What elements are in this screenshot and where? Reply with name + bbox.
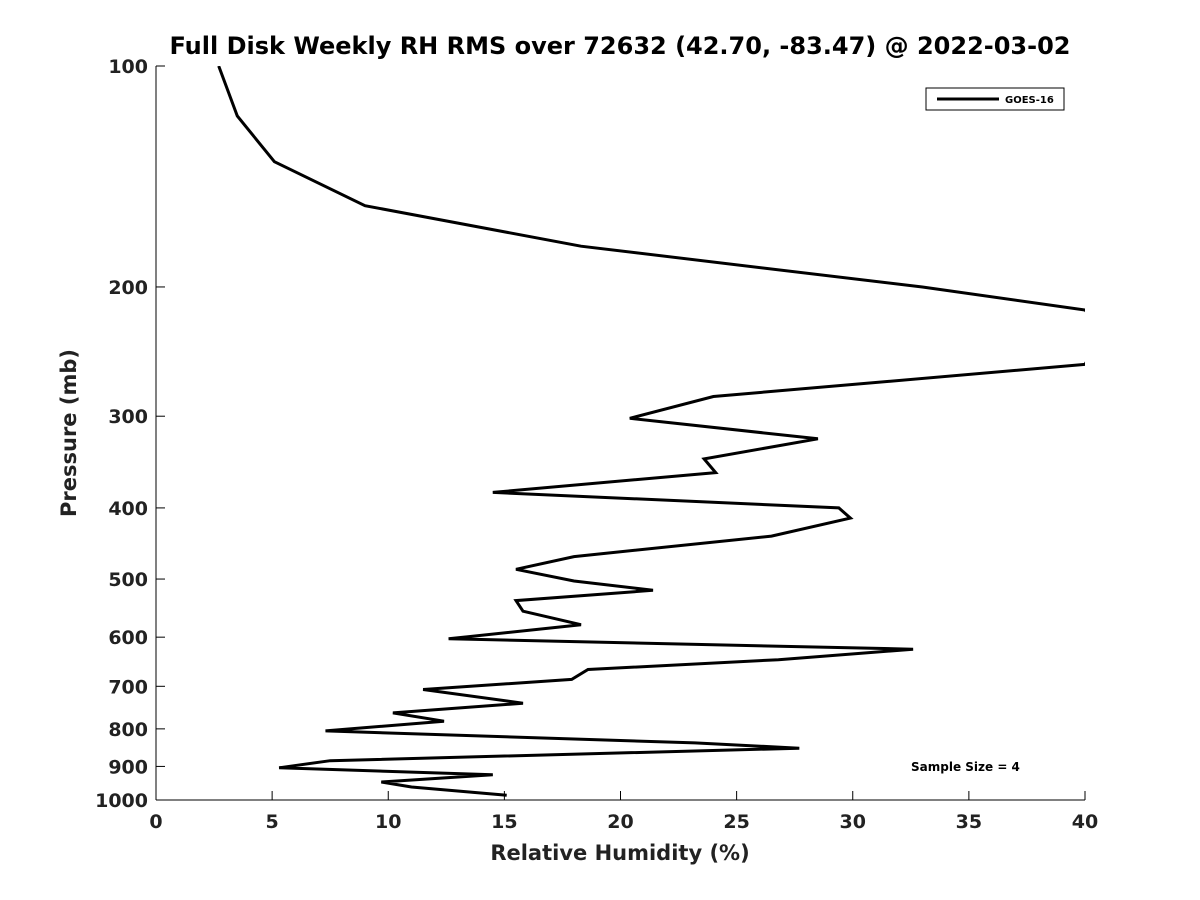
series-line-goes-16 xyxy=(217,66,1085,797)
y-tick-label: 900 xyxy=(108,756,148,778)
y-tick-label: 800 xyxy=(108,719,148,741)
y-tick-label: 1000 xyxy=(95,790,148,812)
y-tick-label: 200 xyxy=(108,277,148,299)
x-tick-label: 20 xyxy=(607,811,633,833)
legend-label: GOES-16 xyxy=(1005,95,1054,106)
x-tick-label: 40 xyxy=(1072,811,1098,833)
x-tick-label: 15 xyxy=(491,811,517,833)
x-axis-label: Relative Humidity (%) xyxy=(490,841,749,865)
x-tick-label: 25 xyxy=(723,811,749,833)
x-tick-label: 5 xyxy=(266,811,279,833)
legend: GOES-16 xyxy=(925,87,1065,111)
y-tick-label: 300 xyxy=(108,406,148,428)
x-ticks: 0 5 10 15 20 25 30 35 40 xyxy=(149,791,1098,833)
x-tick-label: 30 xyxy=(840,811,866,833)
y-tick-label: 600 xyxy=(108,627,148,649)
y-tick-label: 700 xyxy=(108,676,148,698)
y-tick-label: 100 xyxy=(108,56,148,78)
x-tick-label: 10 xyxy=(375,811,401,833)
chart-title: Full Disk Weekly RH RMS over 72632 (42.7… xyxy=(169,32,1070,60)
y-axis-label: Pressure (mb) xyxy=(57,349,81,517)
y-tick-label: 500 xyxy=(108,569,148,591)
y-ticks: 100 200 300 400 500 600 700 800 900 1000 xyxy=(95,56,165,812)
x-tick-label: 0 xyxy=(149,811,162,833)
y-tick-label: 400 xyxy=(108,498,148,520)
series-layer xyxy=(217,66,1085,797)
x-tick-label: 35 xyxy=(956,811,982,833)
plot-area: 0 5 10 15 20 25 30 35 40 100 200 300 400 500 600 700 80… xyxy=(95,56,1098,833)
sample-size-annotation: Sample Size = 4 xyxy=(911,760,1020,774)
